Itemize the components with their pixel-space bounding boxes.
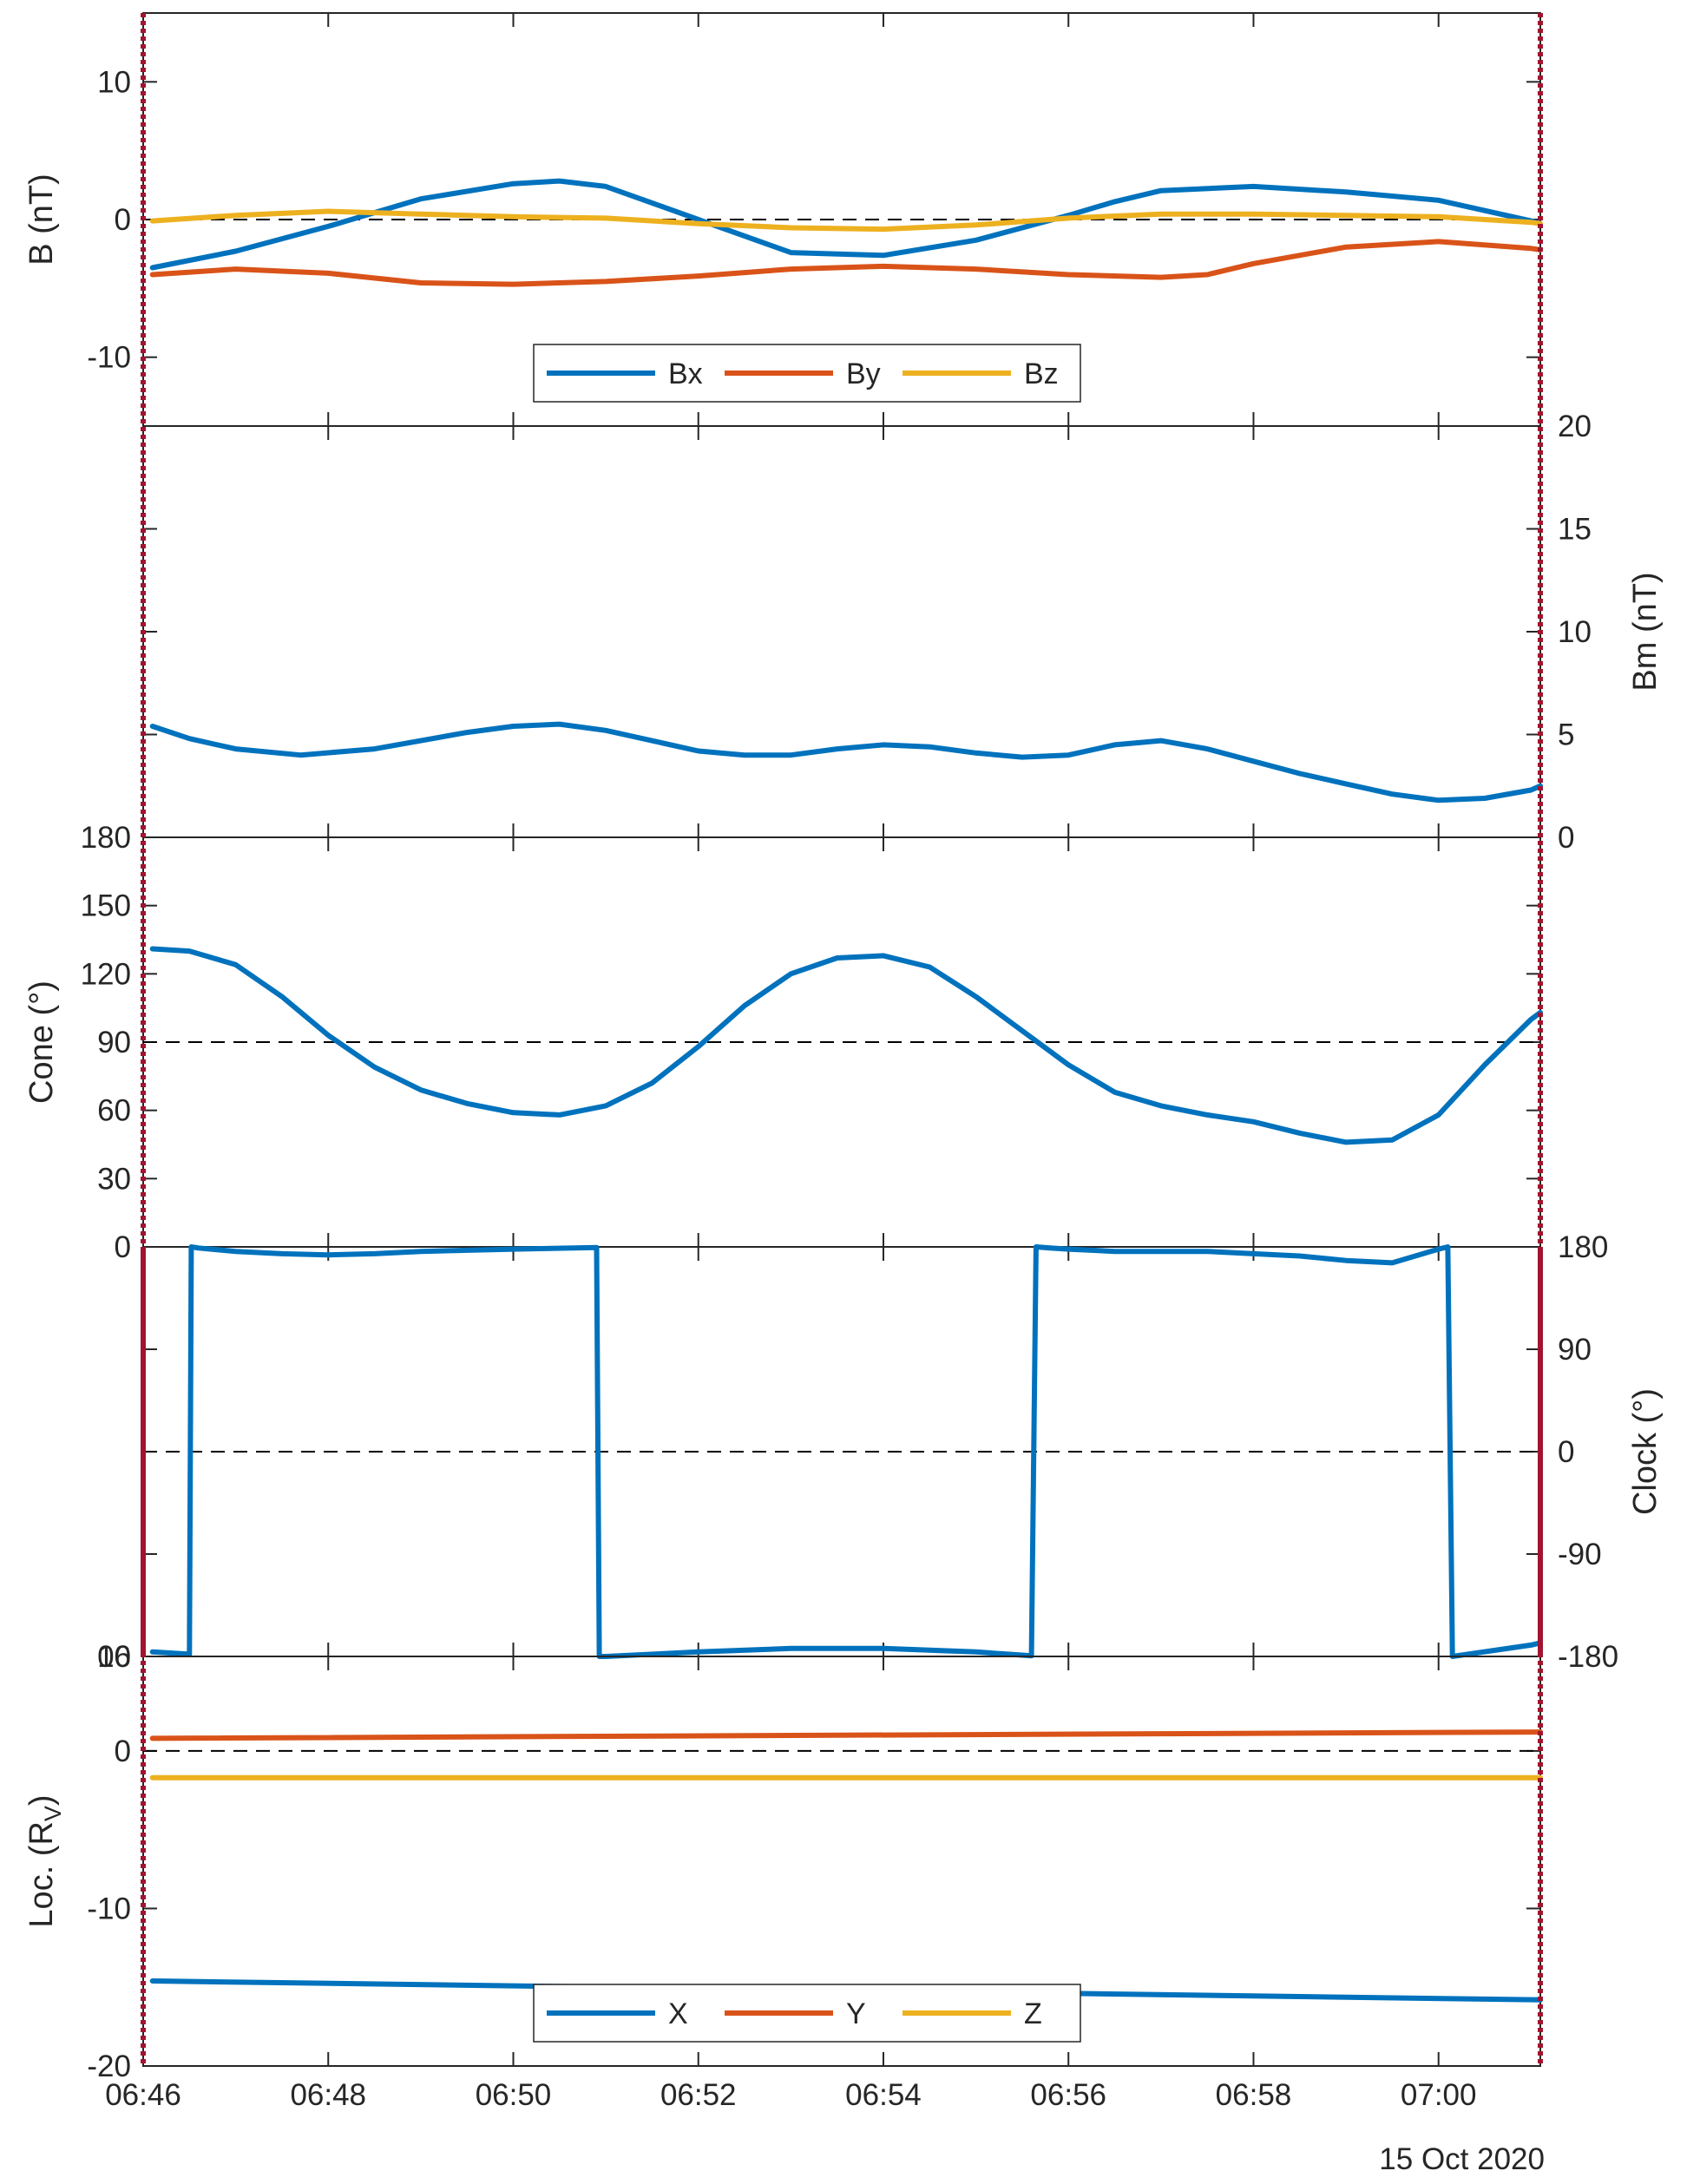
xtick-label: 06:56: [1030, 2078, 1106, 2112]
cone-ytick-label: 30: [97, 1162, 131, 1196]
clock-ylabel: Clock (°): [1627, 1388, 1664, 1515]
xtick-label: 06:50: [476, 2078, 552, 2112]
loc-ytick-label: -10: [87, 1892, 131, 1925]
b-series-bx: [149, 178, 1543, 271]
loc-ytick-label: -20: [87, 2050, 131, 2083]
bm-ytick-label: 10: [1558, 615, 1592, 649]
panel-cone: 30 60 90 120 150 180 Cone (°): [23, 821, 1543, 1248]
b-series-bz: [149, 208, 1543, 233]
loc-axes-box: [142, 1656, 1541, 2067]
b-series-by: [149, 239, 1543, 287]
cone-ytick-label: 180: [81, 821, 131, 855]
clock-overlap-label-top: 0: [115, 1230, 131, 1264]
b-legend: Bx By Bz: [533, 344, 1081, 403]
b-ytick-label: 10: [97, 65, 131, 99]
clock-ytick-label: 0: [1558, 1435, 1574, 1469]
b-ytick-label: 0: [115, 203, 131, 237]
figure-panels: -10 0 10 B (nT) Bx By Bz 0 5 10 15 20 Bm (nT) 30 60 90 1…: [23, 12, 1664, 2112]
bm-ytick-label: 0: [1558, 821, 1574, 855]
cone-ytick-label: 60: [97, 1094, 131, 1128]
loc-ylabel: Loc. (RV): [23, 1794, 66, 1927]
legend-label-y: Y: [846, 1997, 866, 2030]
panel-bm: 0 5 10 15 20 Bm (nT): [142, 410, 1664, 855]
panel-b: -10 0 10 B (nT) Bx By Bz: [23, 12, 1543, 427]
bm-ytick-label: 15: [1558, 513, 1592, 547]
loc-ytick-label: 0: [115, 1735, 131, 1768]
xtick-label: 06:54: [845, 2078, 922, 2112]
panel-loc: -20 -10 0 06 Loc. (RV) X Y Z 06:46 06:48 06:50 06:5…: [23, 1640, 1543, 2112]
clock-overlap-label-bottom: 10: [97, 1640, 131, 1674]
b-ylabel: B (nT): [23, 174, 60, 266]
xtick-label: 06:52: [660, 2078, 737, 2112]
b-ytick-label: -10: [87, 341, 131, 375]
cone-series-cone: [149, 946, 1543, 1145]
bm-ytick-label: 20: [1558, 410, 1592, 443]
xtick-label: 06:46: [105, 2078, 181, 2112]
loc-overlap-label-top: 06: [97, 1640, 131, 1674]
xtick-label: 06:58: [1216, 2078, 1292, 2112]
clock-ytick-label: 90: [1558, 1333, 1592, 1367]
cone-ytick-label: 90: [97, 1026, 131, 1059]
bm-axes-box: [142, 425, 1541, 838]
legend-label-bz: Bz: [1024, 357, 1059, 390]
clock-series-clock: [149, 1244, 1543, 1659]
bm-ylabel: Bm (nT): [1627, 572, 1664, 691]
loc-legend: X Y Z: [533, 1984, 1081, 2043]
cone-ytick-label: 150: [81, 889, 131, 923]
legend-label-bx: Bx: [668, 357, 703, 390]
legend-label-by: By: [846, 357, 881, 390]
clock-ytick-label: -90: [1558, 1538, 1602, 1571]
clock-ytick-label: -180: [1558, 1640, 1618, 1674]
legend-label-z: Z: [1024, 1997, 1042, 2030]
xtick-label: 06:48: [290, 2078, 366, 2112]
bm-ytick-label: 5: [1558, 718, 1574, 752]
loc-series-y: [149, 1729, 1543, 1741]
cone-ytick-label: 120: [81, 957, 131, 991]
date-label: 15 Oct 2020: [1379, 2142, 1545, 2176]
clock-ytick-label: 180: [1558, 1230, 1608, 1264]
panel-clock: -180 -90 0 90 180 0 10 Clock (°): [97, 1230, 1664, 1674]
cone-ylabel: Cone (°): [23, 981, 60, 1104]
bm-series-bm: [149, 721, 1543, 803]
legend-label-x: X: [668, 1997, 688, 2030]
xtick-label: 07:00: [1401, 2078, 1477, 2112]
